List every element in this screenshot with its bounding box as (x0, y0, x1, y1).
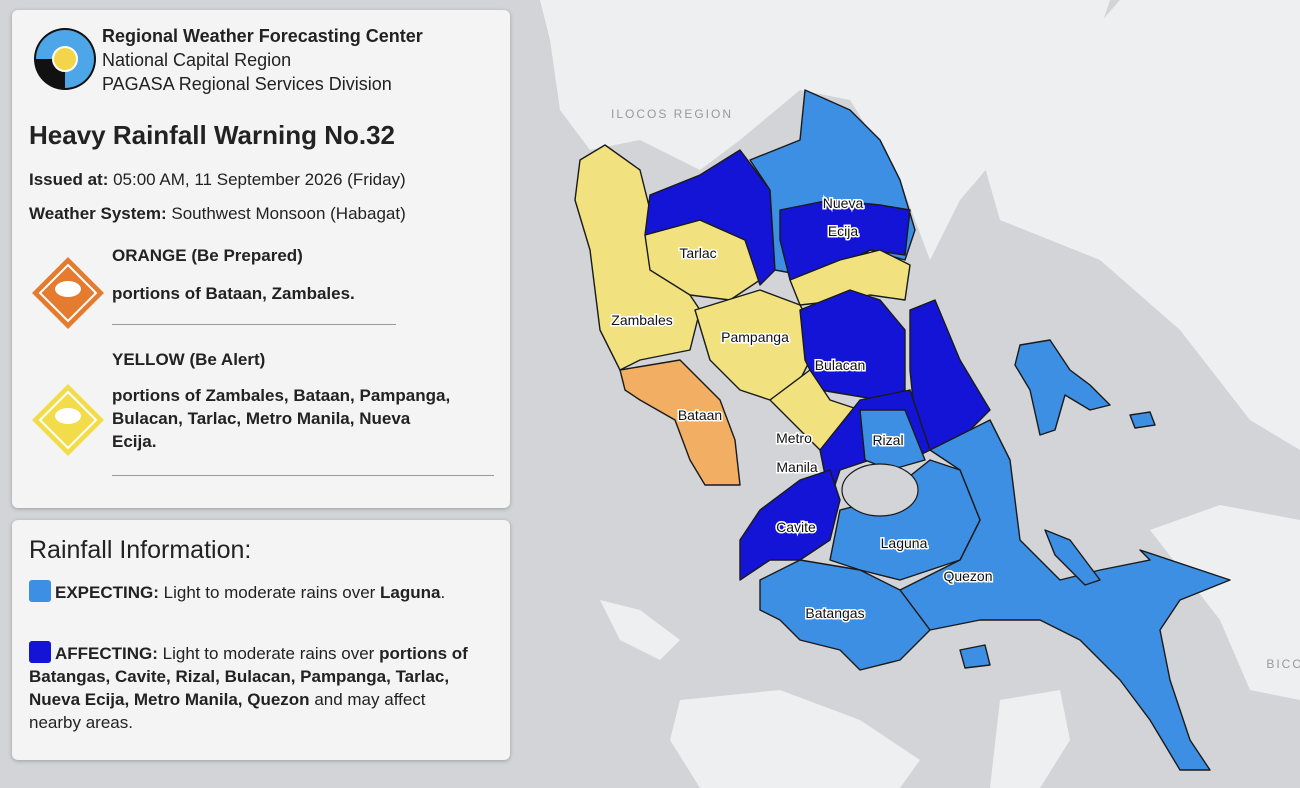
swatch (29, 580, 51, 602)
province-label: Pampanga (721, 329, 789, 345)
label: EXPECTING: (55, 583, 159, 602)
orange-icon (32, 257, 104, 329)
landmass (540, 0, 1300, 788)
province-label: Bulacan (815, 357, 866, 373)
text: Light to moderate rains over (162, 644, 375, 663)
label: Issued at: (29, 170, 109, 189)
value: Southwest Monsoon (Habagat) (171, 204, 406, 223)
province-label: Laguna (881, 535, 928, 551)
province-label: Zambales (611, 312, 672, 328)
region: National Capital Region (102, 50, 292, 70)
province-label: Manila (776, 459, 817, 475)
province-label: Cavite (776, 519, 816, 535)
warning-title: Heavy Rainfall Warning No.32 (29, 120, 396, 150)
text: Light to moderate rains over (163, 583, 376, 602)
yellow-icon (32, 384, 104, 456)
rainfall-item: AFFECTING: Light to moderate rains over … (29, 641, 479, 734)
province-label: Tarlac (679, 245, 716, 261)
level-areas: portions of Zambales, Bataan, Pampanga, … (112, 386, 451, 451)
province-label: Bataan (678, 407, 722, 423)
areas: portions of Batangas, Cavite, Rizal, Bul… (29, 644, 468, 709)
issued: Issued at: 05:00 AM, 11 September 2026 (… (29, 170, 406, 190)
region-label: ILOCOS REGION (611, 107, 733, 121)
province-label: Quezon (943, 568, 992, 584)
rainfall-panel: Rainfall Information: EXPECTING: Light t… (12, 520, 510, 760)
value: 05:00 AM, 11 September 2026 (Friday) (113, 170, 406, 189)
province-label: Nueva (823, 195, 864, 211)
province-label: Ecija (828, 223, 859, 239)
level-areas: portions of Bataan, Zambales. (112, 284, 355, 303)
province-label: Rizal (872, 432, 903, 448)
areas: Laguna (380, 583, 441, 602)
header: Regional Weather Forecasting Center Nati… (102, 24, 423, 96)
end: . (440, 583, 446, 602)
end: and may affect nearby areas. (29, 690, 426, 732)
divider (112, 475, 494, 476)
provinces (574, 89, 1231, 771)
province-label: Batangas (805, 605, 864, 621)
org-name: Regional Weather Forecasting Center (102, 26, 423, 46)
logo (34, 28, 96, 90)
swatch (29, 641, 51, 663)
level-heading: ORANGE (Be Prepared) (112, 246, 303, 265)
province-label: Metro (776, 430, 812, 446)
rainfall-title: Rainfall Information: (29, 536, 252, 564)
region-label: BICO (1266, 657, 1300, 671)
label: Weather System: (29, 204, 167, 223)
weather-system: Weather System: Southwest Monsoon (Habag… (29, 204, 406, 224)
rainfall-item: EXPECTING: Light to moderate rains over … (29, 580, 479, 604)
warning-panel: Regional Weather Forecasting Center Nati… (12, 10, 510, 508)
level-heading: YELLOW (Be Alert) (112, 350, 266, 369)
label: AFFECTING: (55, 644, 158, 663)
divider (112, 324, 396, 325)
division: PAGASA Regional Services Division (102, 74, 392, 94)
